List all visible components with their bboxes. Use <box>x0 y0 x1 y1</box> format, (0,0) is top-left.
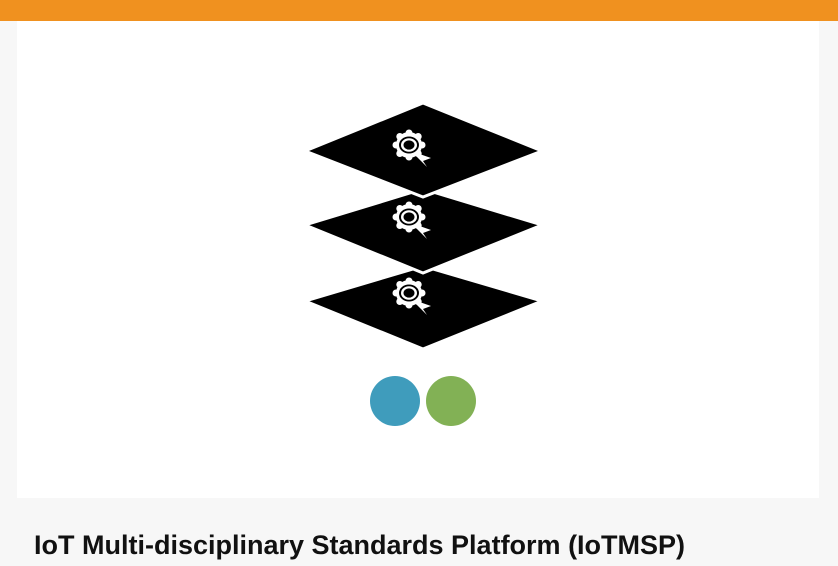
card-illustration[interactable] <box>17 21 819 498</box>
card-title[interactable]: IoT Multi-disciplinary Standards Platfor… <box>34 530 686 560</box>
layer-top <box>300 101 547 199</box>
header-accent-bar <box>0 0 838 21</box>
green-dot <box>426 376 476 426</box>
layer-bottom <box>300 264 547 351</box>
teal-dot <box>370 376 420 426</box>
layer-middle <box>300 187 547 275</box>
stacked-certified-layers-icon <box>300 101 547 351</box>
